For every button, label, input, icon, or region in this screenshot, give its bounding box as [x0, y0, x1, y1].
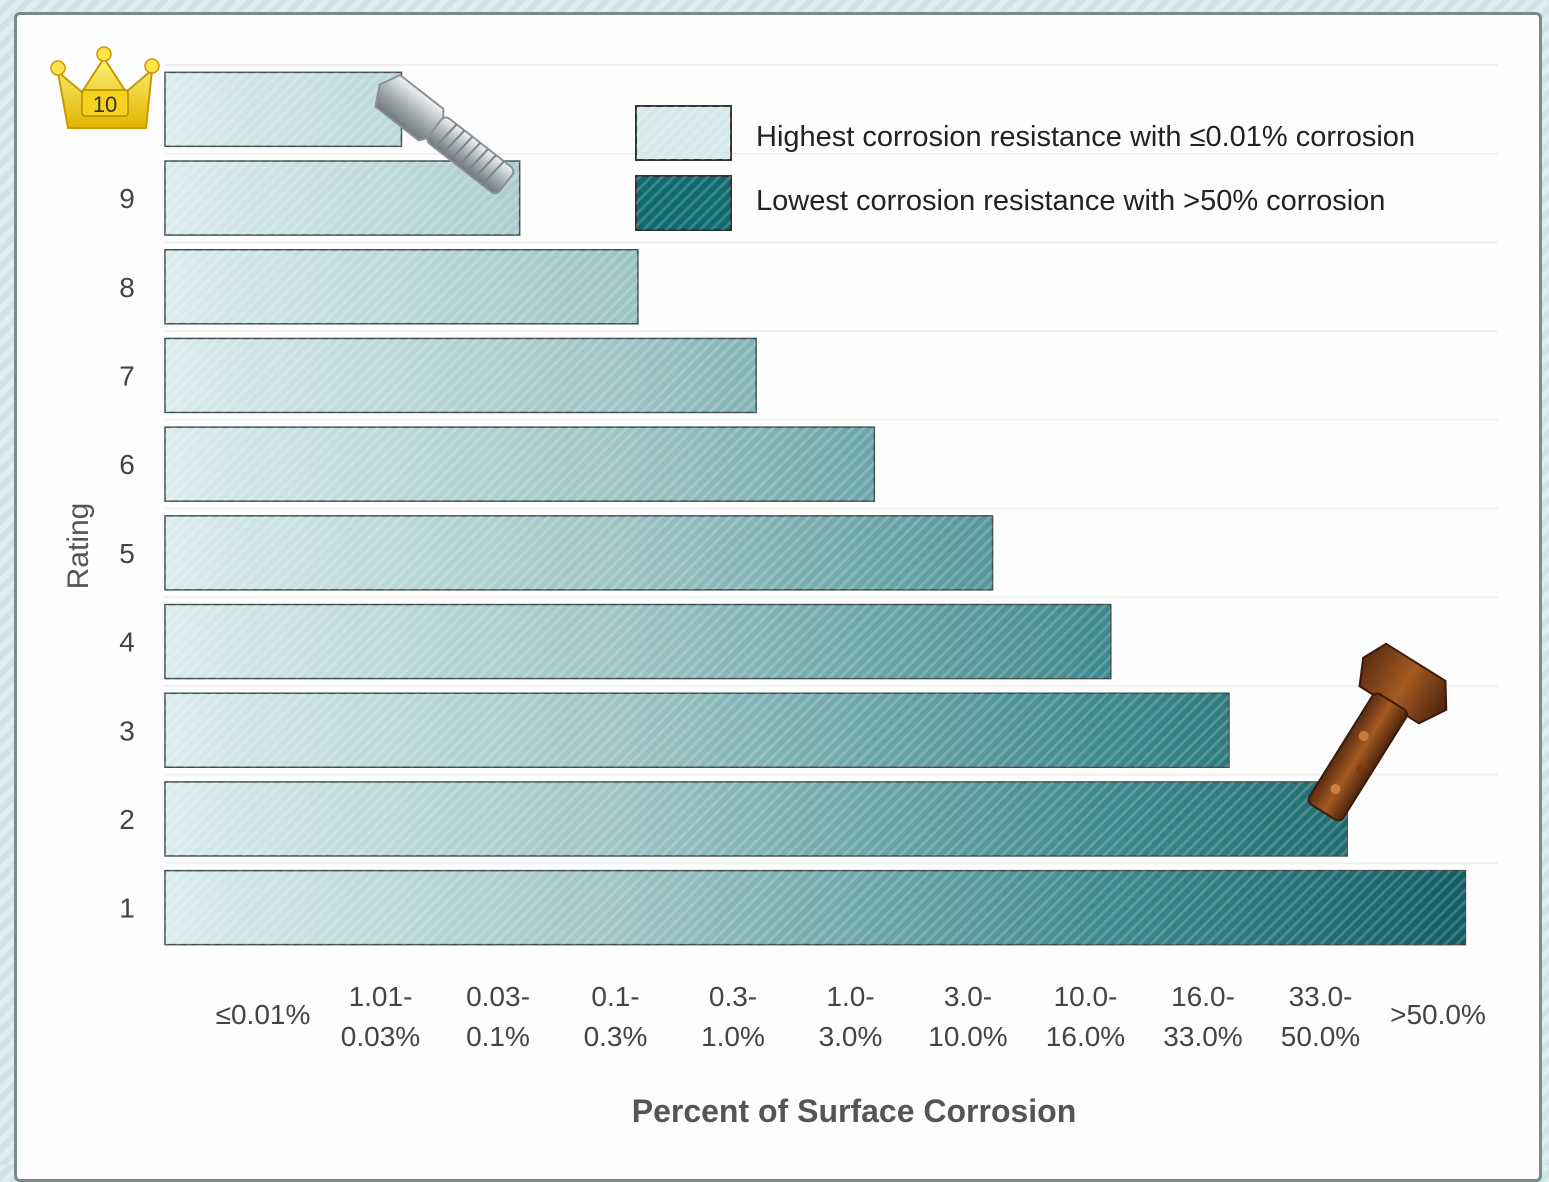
legend: Highest corrosion resistance with ≤0.01%…	[635, 105, 1415, 231]
bar-hatch	[165, 693, 1229, 768]
y-tick-label: 5	[119, 538, 135, 569]
y-tick-label: 3	[119, 715, 135, 746]
x-tick-label: 3.0-10.0%	[928, 981, 1007, 1052]
x-tick-label: 1.0-3.0%	[819, 981, 883, 1052]
x-tick-label: >50.0%	[1390, 999, 1486, 1030]
y-tick-label: 7	[119, 360, 135, 391]
bar-hatch	[165, 338, 757, 413]
crown-icon: 10	[50, 46, 160, 129]
y-tick-labels: 1 2 3 4 5 6 7 8 9	[119, 183, 135, 924]
x-tick-label: 16.0-33.0%	[1163, 981, 1242, 1052]
bar-hatch	[165, 515, 993, 590]
y-tick-label: 9	[119, 183, 135, 214]
x-tick-label: 33.0-50.0%	[1281, 981, 1360, 1052]
bars	[164, 71, 1467, 946]
y-tick-label: 1	[119, 893, 135, 924]
y-tick-label: 8	[119, 272, 135, 303]
bar-hatch	[165, 781, 1348, 856]
x-tick-label: 1.01-0.03%	[341, 981, 420, 1052]
crown-badge-label: 10	[93, 92, 117, 117]
x-tick-label: ≤0.01%	[216, 999, 311, 1030]
legend-label-highest: Highest corrosion resistance with ≤0.01%…	[756, 121, 1415, 153]
y-tick-label: 4	[119, 627, 135, 658]
legend-label-lowest: Lowest corrosion resistance with >50% co…	[756, 185, 1385, 217]
x-tick-label: 0.03-0.1%	[466, 981, 530, 1052]
x-tick-label: 10.0-16.0%	[1046, 981, 1125, 1052]
x-axis-label: Percent of Surface Corrosion	[632, 1093, 1077, 1129]
y-tick-label: 2	[119, 804, 135, 835]
clean-bolt-icon	[374, 73, 515, 195]
bar-hatch	[165, 161, 520, 236]
bar-hatch	[165, 427, 875, 502]
rusty-bolt-icon	[1307, 642, 1448, 822]
bar-hatch	[165, 604, 1111, 679]
bar-hatch	[165, 72, 402, 147]
x-tick-label: 0.3-1.0%	[701, 981, 765, 1052]
gridlines	[165, 64, 1498, 865]
x-tick-labels: ≤0.01% 1.01-0.03% 0.03-0.1% 0.1-0.3% 0.3-1.0…	[216, 981, 1486, 1052]
bar-hatch	[165, 249, 638, 324]
y-tick-label: 6	[119, 449, 135, 480]
bar-hatch	[165, 870, 1466, 945]
x-tick-label: 0.1-0.3%	[584, 981, 648, 1052]
y-axis-label: Rating	[62, 503, 95, 590]
